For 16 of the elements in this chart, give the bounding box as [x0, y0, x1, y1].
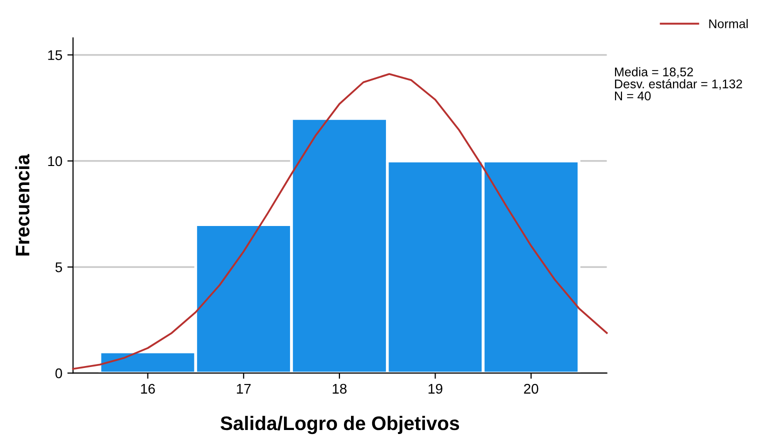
y-tick-label: 15 [48, 50, 62, 60]
line-series [72, 73, 608, 370]
x-tick-label: 17 [236, 384, 251, 394]
x-tick-label: 18 [332, 384, 347, 394]
text: Media = 18,52 [615, 67, 693, 78]
text: N = 40 [615, 92, 651, 100]
x-axis-title: Salida/Logro de Objetivos [220, 416, 460, 434]
y-tick-label: 5 [55, 262, 62, 272]
y-axis-title: Frecuencia [15, 154, 30, 256]
legend-label: Normal [709, 19, 748, 28]
text: Desv. estándar = 1,132 [615, 79, 742, 90]
x-tick-label: 16 [141, 384, 155, 394]
x-tick-label: 20 [524, 384, 538, 394]
y-tick-label: 10 [48, 156, 62, 166]
x-tick-label: 19 [428, 384, 442, 394]
y-tick-label: 0 [55, 368, 62, 378]
